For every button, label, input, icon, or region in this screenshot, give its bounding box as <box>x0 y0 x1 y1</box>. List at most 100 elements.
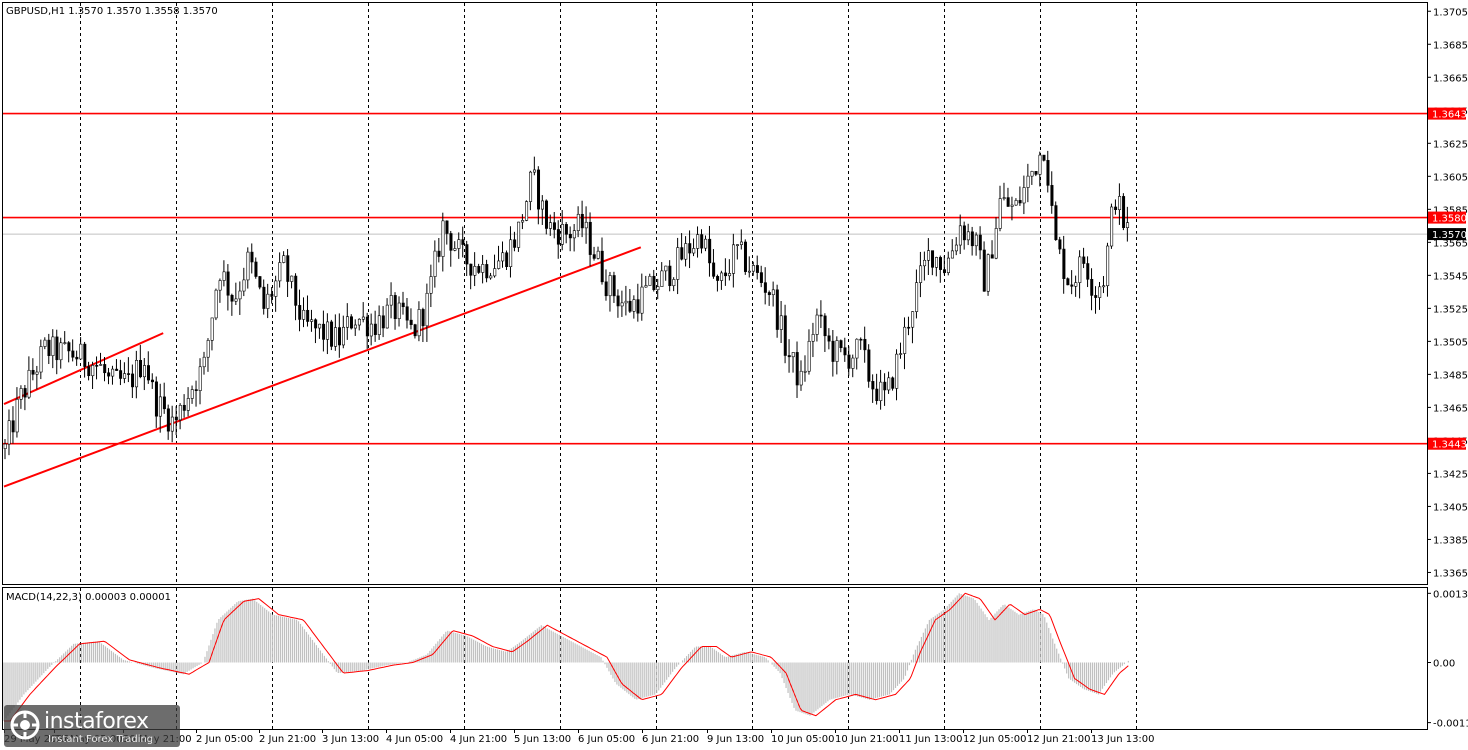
candle-body <box>437 250 441 257</box>
candle-body <box>1034 171 1038 175</box>
candle-body <box>552 222 556 230</box>
price-tick-label: 1.3385 <box>1433 535 1468 546</box>
candle-body <box>600 250 604 283</box>
candle-body <box>381 315 385 329</box>
candle-body <box>19 388 23 400</box>
candle-body <box>736 244 740 246</box>
candle-body <box>115 368 119 371</box>
candle-body <box>509 239 513 267</box>
candle-body <box>867 349 871 382</box>
candle-body <box>747 270 751 273</box>
price-tick-label: 1.3505 <box>1433 337 1468 348</box>
candle-body <box>99 364 103 366</box>
candle-body <box>345 316 349 328</box>
candle-body <box>668 265 672 287</box>
candle-body <box>548 222 552 229</box>
candle-body <box>521 220 525 223</box>
candle-body <box>1078 256 1082 283</box>
candle-body <box>274 280 278 297</box>
candle-body <box>278 262 282 282</box>
candle-body <box>369 323 373 337</box>
candle-body <box>214 289 218 319</box>
candle-body <box>716 276 720 281</box>
candle-body <box>493 268 497 277</box>
candle-body <box>178 404 182 421</box>
candle-body <box>855 338 859 359</box>
candle-body <box>724 272 728 277</box>
candle-body <box>158 396 162 417</box>
candle-body <box>604 281 608 297</box>
macd-label: MACD(14,22,3) 0.00003 0.00001 <box>6 592 171 603</box>
x-tick-label: 12 Jun 21:00 <box>1027 734 1091 745</box>
level-tag-label: 1.3443 <box>1432 440 1467 451</box>
candle-body <box>238 290 242 300</box>
candle-body <box>135 360 139 388</box>
candle-body <box>51 336 55 356</box>
candle-body <box>680 247 684 260</box>
candle-body <box>815 314 819 335</box>
candle-body <box>927 250 931 261</box>
x-tick-label: 2 Jun 21:00 <box>259 734 316 745</box>
candle-body <box>1098 286 1102 298</box>
candle-body <box>127 373 131 375</box>
candle-body <box>143 365 147 378</box>
price-tick-label: 1.3565 <box>1433 238 1468 249</box>
candle-body <box>652 275 656 291</box>
candle-body <box>827 335 831 342</box>
candle-body <box>950 250 954 259</box>
candle-body <box>911 311 915 328</box>
candle-body <box>166 408 170 432</box>
candle-body <box>660 270 664 287</box>
candle-body <box>732 244 736 274</box>
candle-body <box>413 324 417 337</box>
candle-body <box>230 294 234 302</box>
candle-body <box>425 292 429 327</box>
candle-body <box>294 275 298 306</box>
x-tick-label: 12 Jun 05:00 <box>963 734 1027 745</box>
x-tick-label: 10 Jun 21:00 <box>835 734 899 745</box>
candle-body <box>751 265 755 272</box>
candle-body <box>704 238 708 249</box>
candle-body <box>771 289 775 296</box>
candle-body <box>664 265 668 272</box>
candle-body <box>433 250 437 277</box>
candle-body <box>636 299 640 314</box>
candle-body <box>998 198 1002 229</box>
candle-body <box>1066 278 1070 286</box>
price-tick-label: 1.3665 <box>1433 73 1468 84</box>
x-tick-label: 13 Jun 13:00 <box>1091 734 1155 745</box>
candle-body <box>1102 285 1106 288</box>
candle-body <box>150 379 154 383</box>
candle-body <box>314 319 318 329</box>
candle-body <box>445 220 449 234</box>
candle-body <box>529 171 533 202</box>
x-tick-label: 4 Jun 05:00 <box>386 734 443 745</box>
candle-body <box>1030 171 1034 177</box>
candle-body <box>990 254 994 259</box>
macd-histogram <box>3 592 1129 722</box>
candle-body <box>1002 197 1006 199</box>
candle-body <box>330 321 334 347</box>
candle-body <box>59 342 63 361</box>
candle-body <box>739 241 743 245</box>
candle-body <box>15 399 19 433</box>
x-tick-label: 2 Jun 05:00 <box>196 734 253 745</box>
candle-body <box>1022 187 1026 204</box>
candle-body <box>819 314 823 317</box>
candle-body <box>71 350 75 358</box>
candle-body <box>174 416 178 421</box>
candle-body <box>763 282 767 293</box>
candle-body <box>648 275 652 286</box>
candle-body <box>310 319 314 322</box>
candle-body <box>63 342 67 344</box>
candle-body <box>409 319 413 325</box>
candle-body <box>87 366 91 377</box>
candle-body <box>624 300 628 304</box>
candle-body <box>560 224 564 245</box>
candle-body <box>254 261 258 277</box>
trendline <box>3 246 642 488</box>
candle-body <box>218 280 222 291</box>
candle-body <box>720 272 724 281</box>
candle-body <box>162 396 166 410</box>
candle-body <box>584 221 588 229</box>
